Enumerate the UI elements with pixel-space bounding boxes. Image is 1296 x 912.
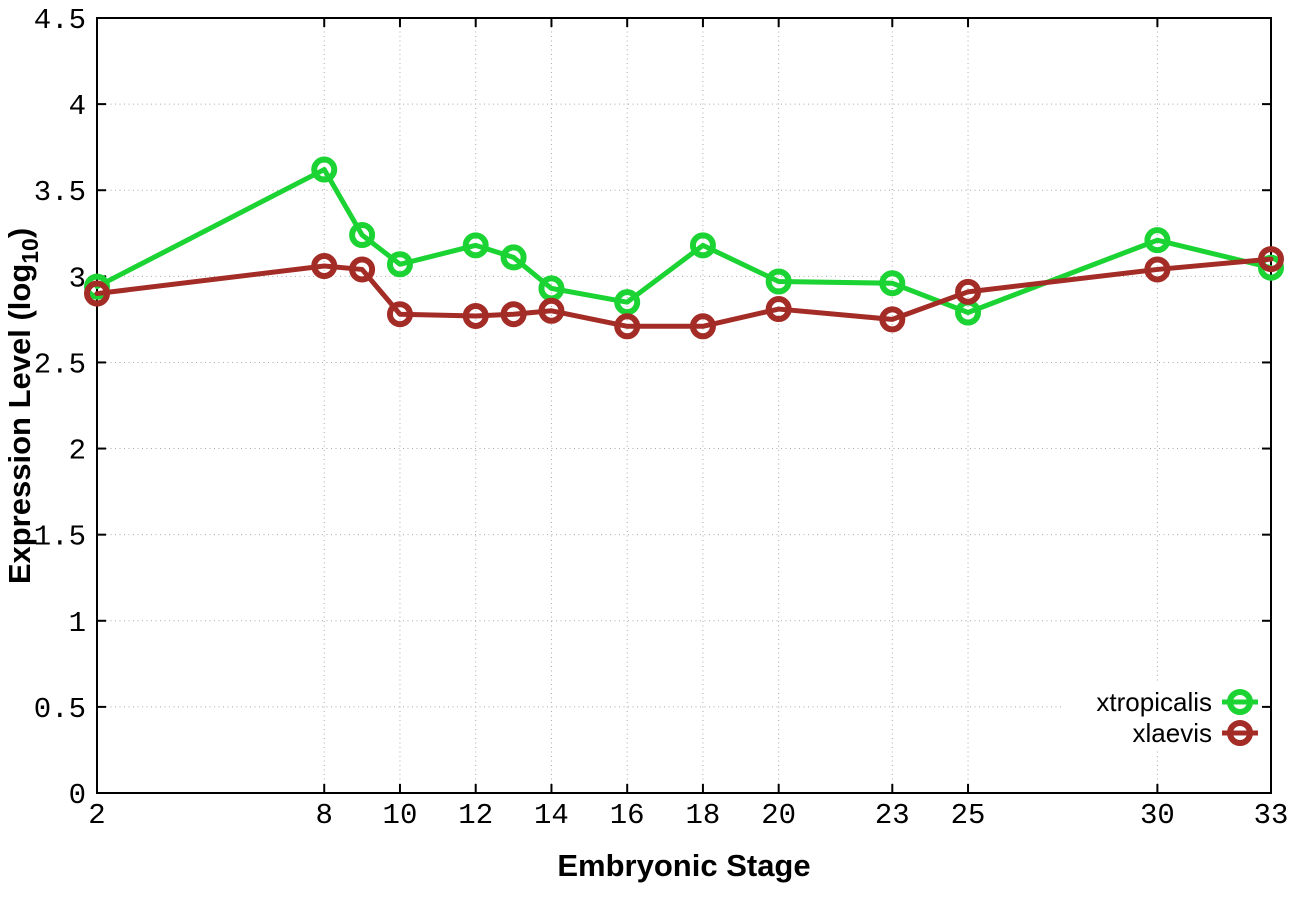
legend-label-xtropicalis: xtropicalis — [1096, 687, 1212, 717]
data-point-xlaevis — [349, 256, 376, 283]
x-tick-label: 16 — [610, 799, 645, 832]
x-tick-label: 10 — [383, 799, 418, 832]
data-point-xtropicalis — [879, 270, 906, 297]
data-point-xlaevis — [1144, 256, 1171, 283]
data-point-xlaevis — [538, 297, 565, 324]
data-point-xlaevis — [84, 280, 110, 307]
data-point-xtropicalis — [689, 232, 716, 259]
series-line-xtropicalis — [94, 167, 1274, 315]
x-tick-label: 12 — [458, 799, 493, 832]
y-tick-label: 4 — [69, 90, 86, 123]
data-point-xlaevis — [1258, 246, 1284, 273]
x-tick-label: 25 — [951, 799, 986, 832]
x-tick-label: 33 — [1254, 799, 1289, 832]
series-line-xlaevis — [94, 256, 1274, 329]
y-tick-label: 1.5 — [34, 521, 86, 554]
data-point-xtropicalis — [500, 244, 527, 271]
data-point-xlaevis — [879, 306, 906, 333]
data-point-xtropicalis — [386, 251, 413, 278]
y-tick-label: 4.5 — [34, 4, 86, 37]
x-tick-label: 20 — [761, 799, 796, 832]
x-tick-label: 2 — [88, 799, 105, 832]
y-tick-label: 1 — [69, 607, 86, 640]
data-point-xlaevis — [955, 278, 982, 305]
y-tick-label: 2 — [69, 435, 86, 468]
data-point-xlaevis — [311, 253, 338, 279]
plot-border — [96, 17, 1272, 794]
x-tick-label: 23 — [875, 799, 910, 832]
x-tick-label: 8 — [316, 799, 333, 832]
y-tick-label: 2.5 — [34, 348, 86, 381]
data-point-xlaevis — [614, 313, 641, 340]
x-tick-label: 18 — [686, 799, 721, 832]
data-point-xtropicalis — [462, 232, 489, 259]
data-point-xlaevis — [500, 301, 527, 328]
data-point-xlaevis — [689, 313, 716, 340]
legend-label-xlaevis: xlaevis — [1133, 718, 1212, 748]
legend-sample-marker-xtropicalis — [1227, 689, 1253, 715]
y-tick-label: 0.5 — [34, 693, 86, 726]
data-point-xtropicalis — [349, 222, 376, 248]
data-point-xlaevis — [386, 301, 413, 328]
y-tick-label: 3 — [69, 262, 86, 295]
y-axis-title: Expression Level (log10) — [2, 228, 43, 584]
x-axis-title: Embryonic Stage — [557, 848, 810, 883]
x-tick-label: 30 — [1140, 799, 1175, 832]
y-tick-label: 3.5 — [34, 176, 86, 209]
data-point-xtropicalis — [614, 289, 641, 316]
data-point-xtropicalis — [311, 156, 338, 183]
data-point-xtropicalis — [1144, 227, 1171, 254]
data-point-xlaevis — [462, 302, 489, 329]
legend-sample-marker-xlaevis — [1227, 720, 1253, 746]
data-point-xlaevis — [765, 296, 792, 323]
x-tick-label: 14 — [534, 799, 569, 832]
y-tick-label: 0 — [69, 779, 86, 812]
data-point-xtropicalis — [765, 268, 792, 295]
